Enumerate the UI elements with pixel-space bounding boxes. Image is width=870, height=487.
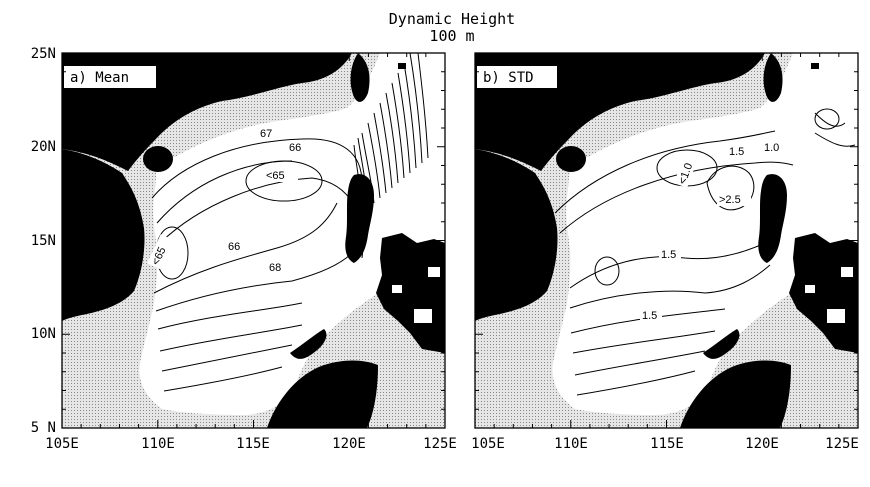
std-contour-label-1-5-mid: 1.5 — [661, 249, 676, 261]
mean-contour-label-66-top: 66 — [289, 142, 301, 154]
panel-mean-label: a) Mean — [70, 70, 129, 86]
y-tick-10n: 10N — [31, 326, 56, 342]
std-x-tick-110e: 110E — [554, 436, 588, 452]
mean-x-tick-105e: 105E — [45, 436, 79, 452]
mean-contour-label-66-mid: 66 — [228, 241, 240, 253]
panel-std: b) STD 1.0 1.5 <1.0 >2.5 1.5 1.5 105E 11… — [471, 52, 859, 452]
mean-contour-label-lt65-east: <65 — [266, 170, 285, 182]
mean-x-tick-125e: 125E — [423, 436, 457, 452]
mean-contour-labels: 67 66 <65 66 <65 68 — [147, 127, 307, 274]
std-x-tick-120e: 120E — [745, 436, 779, 452]
mean-x-tick-110e: 110E — [141, 436, 175, 452]
std-tick-marks — [474, 52, 859, 429]
std-contour-label-gt2-5: >2.5 — [719, 194, 741, 206]
std-x-tick-105e: 105E — [471, 436, 505, 452]
y-tick-5n: 5 N — [31, 420, 56, 436]
figure-title: Dynamic Height — [389, 10, 515, 28]
mean-contour-label-67: 67 — [260, 128, 272, 140]
std-contour-label-1-5-top: 1.5 — [729, 146, 744, 158]
std-contour-label-1-0-top: 1.0 — [764, 142, 779, 154]
y-tick-25n: 25N — [31, 46, 56, 62]
std-x-tick-115e: 115E — [650, 436, 684, 452]
panel-mean: a) Mean 67 66 <65 66 <65 68 25N 20N 15N … — [31, 46, 457, 452]
mean-y-axis: 25N 20N 15N 10N 5 N — [31, 46, 56, 436]
mean-contour-label-68: 68 — [269, 262, 281, 274]
panel-std-label: b) STD — [483, 70, 534, 86]
y-tick-15n: 15N — [31, 233, 56, 249]
std-contour-label-1-5-low: 1.5 — [642, 310, 657, 322]
std-x-tick-125e: 125E — [825, 436, 859, 452]
mean-tick-marks — [61, 52, 446, 429]
mean-x-tick-120e: 120E — [332, 436, 366, 452]
y-tick-20n: 20N — [31, 139, 56, 155]
figure-subtitle: 100 m — [429, 27, 474, 45]
mean-x-tick-115e: 115E — [236, 436, 270, 452]
std-x-axis: 105E 110E 115E 120E 125E — [471, 436, 859, 452]
mean-x-axis: 105E 110E 115E 120E 125E — [45, 436, 457, 452]
